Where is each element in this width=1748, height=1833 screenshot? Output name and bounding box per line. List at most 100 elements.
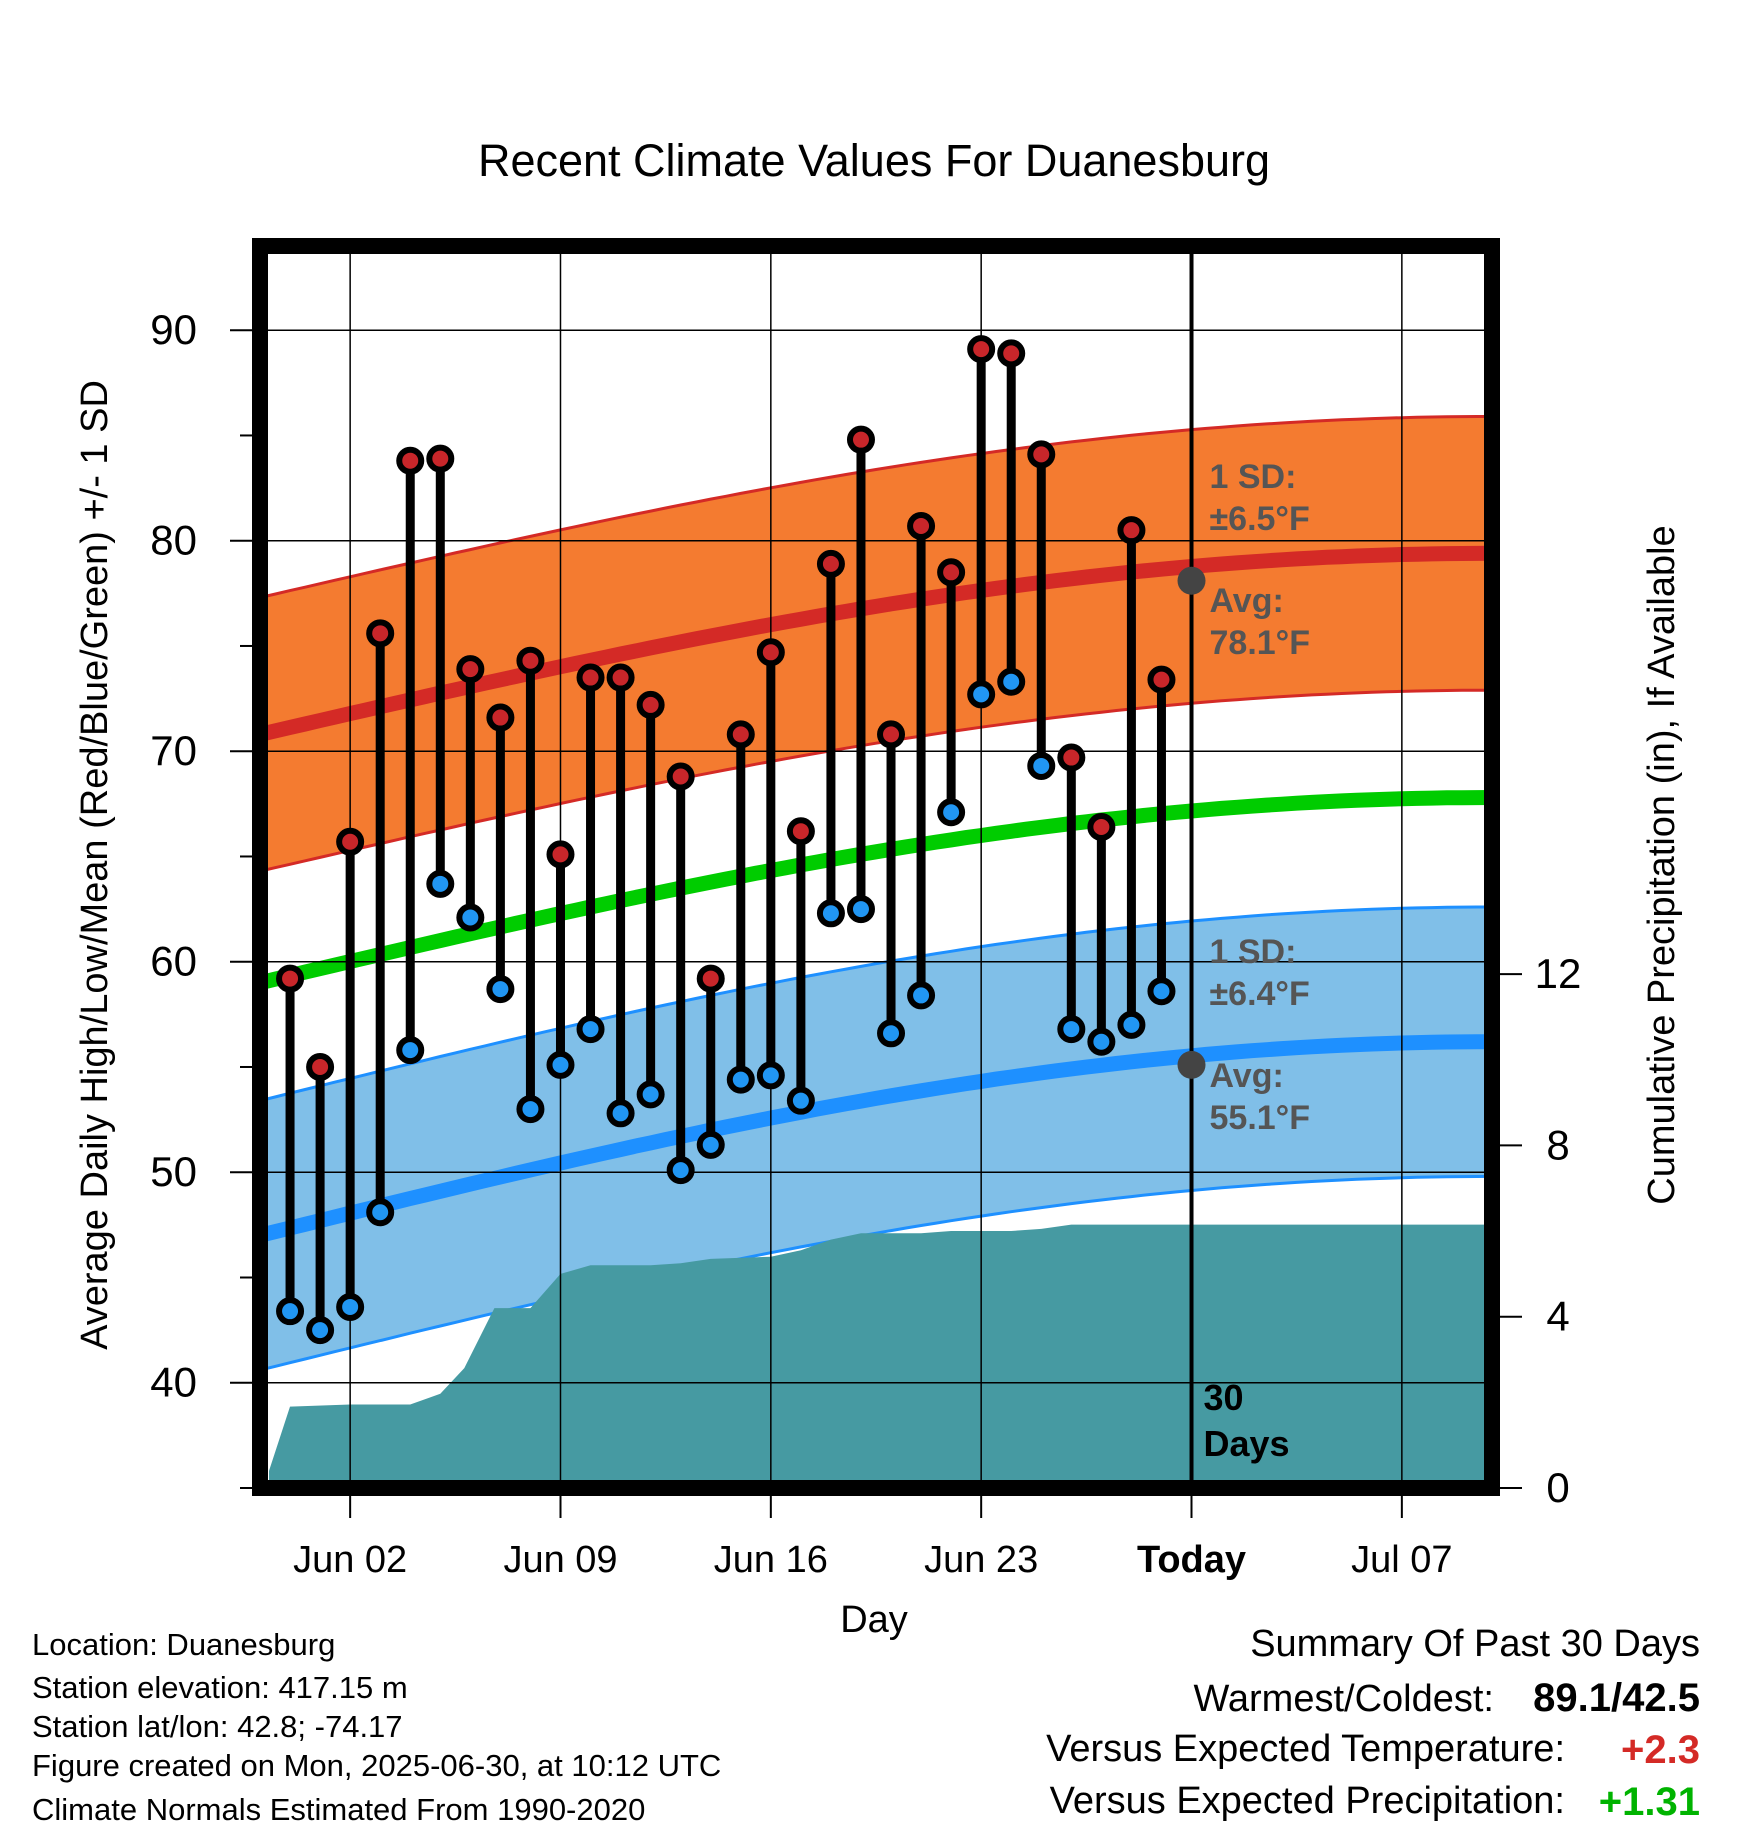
station-info: Location: Duanesburg Station elevation: …	[32, 1627, 721, 1827]
x-tick-label: Today	[1137, 1539, 1246, 1581]
daily-high-point	[816, 549, 845, 578]
left-y-tick-label: 60	[150, 938, 197, 985]
daily-high-point	[696, 964, 725, 993]
x-tick-label: Jun 09	[503, 1539, 617, 1581]
today-high-avg-marker	[1177, 566, 1206, 595]
daily-low-point	[1147, 977, 1176, 1006]
daily-high-point	[426, 444, 455, 473]
daily-low-point	[276, 1297, 305, 1326]
daily-low-point	[997, 667, 1026, 696]
summary-temp-label: Versus Expected Temperature:	[1046, 1728, 1565, 1770]
today-days-label: 30 Days	[1204, 1377, 1290, 1464]
high-avg-annotation: Avg: 78.1°F	[1210, 582, 1311, 662]
daily-high-point	[336, 827, 365, 856]
left-y-tick-label: 40	[150, 1359, 197, 1406]
low-avg-annotation-line: Avg:	[1210, 1057, 1284, 1095]
daily-high-point	[576, 663, 605, 692]
daily-high-point	[306, 1052, 335, 1081]
daily-high-point	[636, 690, 665, 719]
plot-frame	[252, 238, 1500, 1496]
x-tick-label: Jun 23	[924, 1539, 1038, 1581]
summary-slash: /	[1611, 1676, 1622, 1720]
high-sd-annotation-line: 1 SD:	[1210, 458, 1297, 496]
daily-low-point	[1117, 1010, 1146, 1039]
high-avg-annotation-line: 78.1°F	[1210, 624, 1311, 662]
high-sd-annotation-line: ±6.5°F	[1210, 500, 1310, 538]
daily-low-point	[696, 1130, 725, 1159]
daily-low-point	[546, 1050, 575, 1079]
daily-low-point	[576, 1015, 605, 1044]
daily-low-point	[636, 1080, 665, 1109]
daily-high-point	[546, 840, 575, 869]
daily-high-point	[1147, 665, 1176, 694]
daily-low-point	[877, 1019, 906, 1048]
high-sd-lower-edge	[260, 688, 1492, 873]
left-y-tick-label: 50	[150, 1148, 197, 1195]
daily-low-point	[366, 1198, 395, 1227]
summary-warmest-coldest: 89.1/42.5	[1533, 1676, 1700, 1720]
daily-high-point	[486, 703, 515, 732]
high-sd-band	[260, 416, 1492, 872]
high-normal-line	[260, 545, 1492, 742]
right-y-tick-label: 8	[1546, 1121, 1569, 1168]
daily-low-point	[1057, 1015, 1086, 1044]
daily-high-point	[366, 619, 395, 648]
left-y-tick-label: 80	[150, 517, 197, 564]
today-days-label-line: Days	[1204, 1423, 1290, 1464]
chart-title: Recent Climate Values For Duanesburg	[478, 135, 1270, 186]
right-y-tick-label: 0	[1546, 1464, 1569, 1511]
daily-high-point	[516, 646, 545, 675]
summary-precip-label: Versus Expected Precipitation:	[1050, 1780, 1565, 1822]
daily-high-point	[1117, 516, 1146, 545]
plot-area: 1 SD: ±6.5°F Avg: 78.1°F 1 SD: ±6.4°F Avg: 55.1…	[150, 238, 1581, 1581]
summary-heading: Summary Of Past 30 Days	[1250, 1623, 1700, 1665]
daily-high-point	[1087, 813, 1116, 842]
summary-precip-value: +1.31	[1599, 1780, 1700, 1824]
high-avg-annotation-line: Avg:	[1210, 582, 1284, 620]
daily-low-point	[816, 899, 845, 928]
daily-high-point	[1027, 440, 1056, 469]
daily-high-point	[907, 511, 936, 540]
daily-high-point	[877, 720, 906, 749]
daily-low-point	[306, 1316, 335, 1345]
right-y-axis-label: Cumulative Precipitation (in), If Availa…	[1641, 525, 1683, 1204]
daily-high-point	[937, 558, 966, 587]
daily-low-point	[937, 798, 966, 827]
daily-low-point	[756, 1061, 785, 1090]
daily-low-point	[396, 1036, 425, 1065]
low-sd-annotation-line: 1 SD:	[1210, 933, 1297, 971]
right-y-tick-label: 4	[1546, 1293, 1569, 1340]
daily-high-point	[786, 817, 815, 846]
left-y-axis-label: Average Daily High/Low/Mean (Red/Blue/Gr…	[74, 380, 116, 1350]
daily-high-point	[726, 720, 755, 749]
precip-area	[269, 1224, 1492, 1488]
summary-coldest-value: 42.5	[1622, 1676, 1700, 1720]
summary-panel: Summary Of Past 30 Days Warmest/Coldest:…	[1046, 1623, 1700, 1824]
low-avg-annotation: Avg: 55.1°F	[1210, 1057, 1311, 1137]
left-y-tick-label: 70	[150, 727, 197, 774]
summary-temp-value: +2.3	[1621, 1728, 1700, 1772]
footer-elevation: Station elevation: 417.15 m	[32, 1670, 408, 1705]
daily-low-point	[516, 1095, 545, 1124]
daily-low-point	[1087, 1027, 1116, 1056]
daily-low-point	[907, 981, 936, 1010]
footer-latlon: Station lat/lon: 42.8; -74.17	[32, 1709, 403, 1744]
x-tick-label: Jul 07	[1351, 1539, 1452, 1581]
daily-high-point	[756, 638, 785, 667]
today-low-avg-marker	[1177, 1050, 1206, 1079]
daily-low-point	[606, 1099, 635, 1128]
x-axis-label: Day	[840, 1599, 908, 1641]
daily-high-point	[456, 655, 485, 684]
mean-normal-line	[260, 790, 1492, 991]
daily-high-point	[276, 964, 305, 993]
daily-low-point	[967, 680, 996, 709]
footer-normals: Climate Normals Estimated From 1990-2020	[32, 1792, 645, 1827]
low-sd-upper-edge	[260, 905, 1492, 1103]
daily-low-point	[786, 1086, 815, 1115]
daily-low-point	[486, 975, 515, 1004]
daily-high-point	[1057, 743, 1086, 772]
footer-created: Figure created on Mon, 2025-06-30, at 10…	[32, 1748, 721, 1783]
daily-low-point	[336, 1292, 365, 1321]
daily-high-point	[997, 339, 1026, 368]
